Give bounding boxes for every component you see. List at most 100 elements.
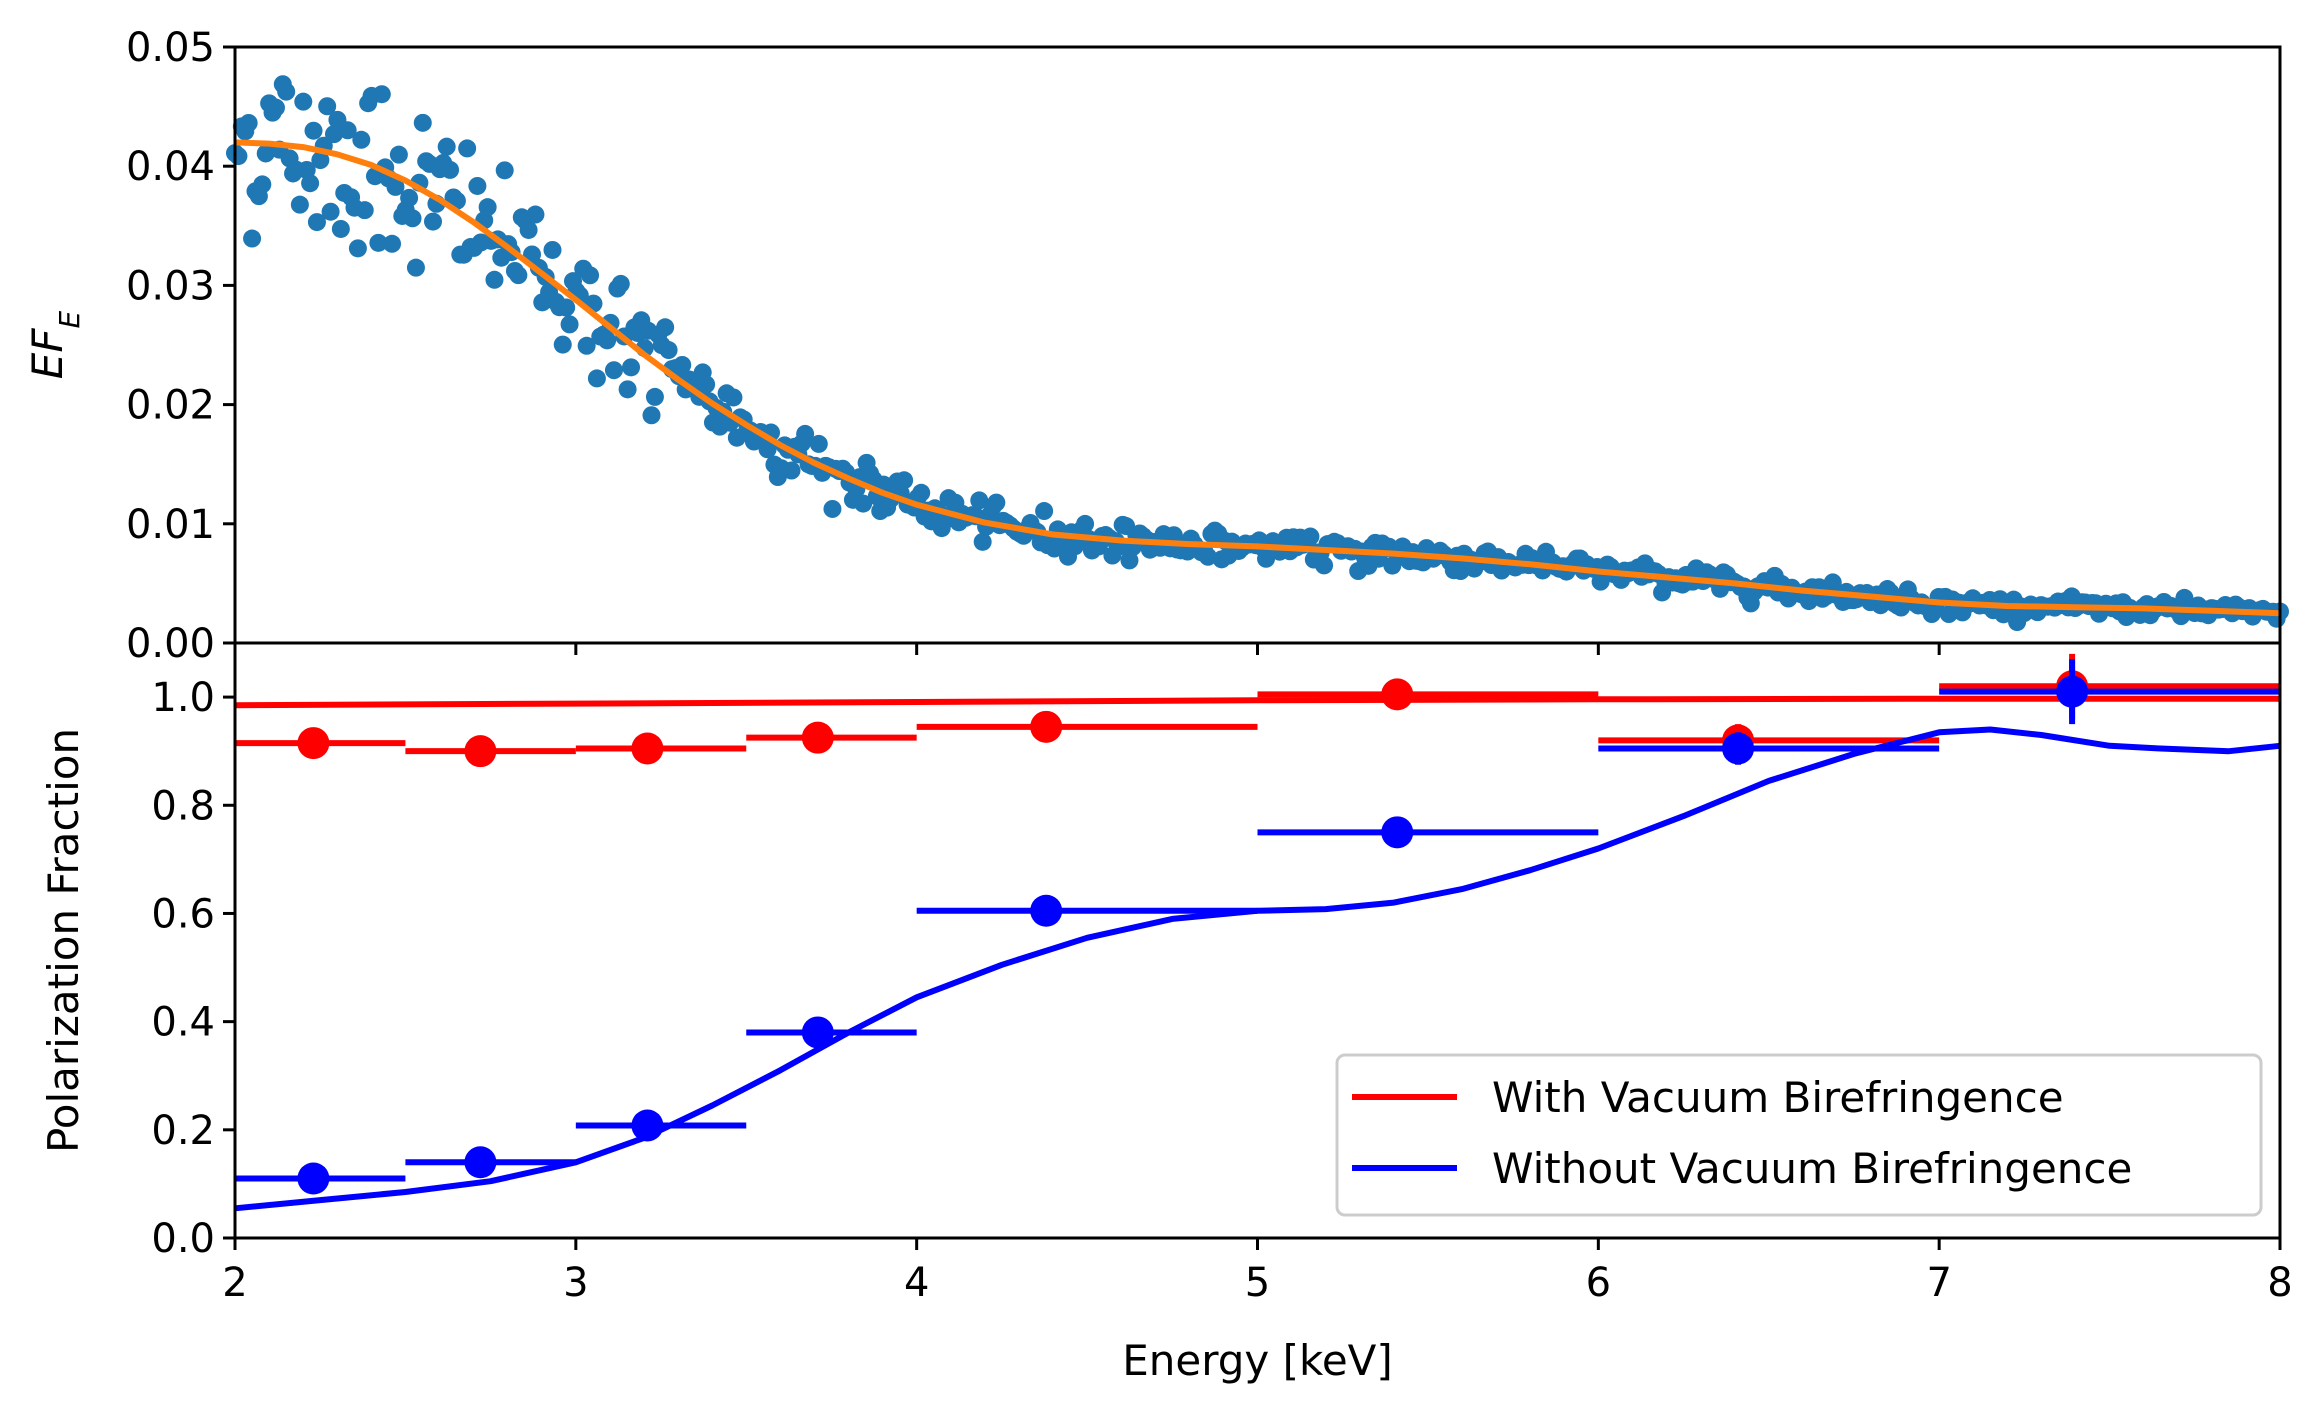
bottom-xtick-label: 2 [222, 1260, 247, 1306]
spectrum-data-point [1301, 527, 1320, 546]
spectrum-data-point [386, 177, 405, 196]
bottom-ytick-label: 0.4 [151, 1000, 215, 1046]
legend-box [1335, 1053, 2263, 1217]
data-point [801, 1016, 834, 1049]
data-point [1030, 710, 1063, 743]
series-with-vacuum-birefringence [234, 653, 2280, 768]
spectrum-data-point [311, 151, 330, 170]
legend-label: Without Vacuum Birefringence [1492, 1144, 2132, 1193]
spectrum-data-point [338, 121, 357, 140]
top-y-axis-label-main: EF [23, 328, 72, 380]
bottom-ytick-label: 0.8 [151, 783, 215, 829]
bottom-y-axis-label: Polarization Fraction [39, 728, 88, 1153]
spectrum-data-point [437, 137, 456, 156]
bottom-xtick-label: 4 [904, 1260, 929, 1306]
bottom-xtick-label: 6 [1586, 1260, 1611, 1306]
spectrum-data-point [318, 97, 337, 116]
spectrum-data-point [495, 161, 514, 180]
spectrum-data-point [355, 201, 374, 220]
spectrum-data-point [618, 380, 637, 399]
x-axis-label: Energy [keV] [1122, 1336, 1393, 1385]
spectrum-data-point [509, 266, 528, 285]
spectrum-data-point [987, 493, 1006, 512]
data-point [631, 1109, 664, 1142]
legend-label: With Vacuum Birefringence [1492, 1073, 2064, 1122]
spectrum-data-point [823, 499, 842, 518]
spectrum-data-point [372, 85, 391, 104]
spectrum-data-point [369, 233, 388, 252]
top-ytick-label: 0.01 [126, 502, 215, 548]
spectrum-data-point [325, 125, 344, 144]
data-point [1381, 816, 1414, 849]
spectrum-data-point [458, 139, 477, 158]
spectrum-data-point [656, 318, 675, 337]
series-without-vacuum-birefringence [234, 659, 2281, 1212]
spectrum-data-point [557, 298, 576, 317]
data-point [1722, 732, 1755, 765]
spectrum-data-point [1164, 526, 1183, 545]
spectrum-data-point [441, 160, 460, 179]
spectrum-data-point [1076, 514, 1095, 533]
spectrum-data-point [229, 147, 248, 166]
spectrum-data-point [577, 336, 596, 355]
spectrum-data-point [604, 361, 623, 380]
spectrum-data-point [587, 369, 606, 388]
top-y-axis-label: EFE [23, 311, 86, 380]
data-point [297, 1162, 330, 1195]
spectrum-data-point [912, 483, 931, 502]
bottom-xtick-label: 8 [2267, 1260, 2292, 1306]
spectrum-data-point [673, 355, 692, 374]
top-panel-spectrum: 0.00 0.01 0.02 0.03 0.04 0.05 EFE [23, 25, 2289, 667]
spectrum-data-point [403, 209, 422, 228]
top-ytick-label: 0.05 [126, 25, 215, 71]
spectrum-data-point [758, 440, 777, 459]
spectrum-data-point [294, 92, 313, 111]
bottom-panel-polarization: 0.0 0.2 0.4 0.6 0.8 1.0 2 3 4 5 6 7 8 Energy [keV] Pol… [39, 641, 2293, 1385]
spectrum-data-point [253, 175, 272, 194]
data-point [464, 735, 497, 768]
spectrum-model-line [234, 139, 2281, 617]
data-point [464, 1146, 497, 1179]
spectrum-data-point [468, 176, 487, 195]
bottom-xtick-label: 7 [1926, 1260, 1951, 1306]
bottom-ytick-label: 0.6 [151, 891, 215, 937]
spectrum-data-point [406, 258, 425, 277]
spectrum-data-point [424, 212, 443, 231]
spectrum-data-point [277, 82, 296, 101]
spectrum-data-point [895, 471, 914, 490]
spectrum-data-point [413, 113, 432, 132]
legend: With Vacuum Birefringence Without Vacuum … [1335, 1053, 2263, 1217]
spectrum-data-point [256, 144, 275, 163]
top-ytick-label: 0.00 [126, 621, 215, 667]
spectrum-data-point [560, 315, 579, 334]
top-ytick-label: 0.02 [126, 383, 215, 429]
data-point [631, 732, 664, 765]
spectrum-data-point [642, 406, 661, 425]
spectrum-data-point [543, 240, 562, 259]
spectrum-data-point [809, 434, 828, 453]
bottom-xtick-label: 3 [563, 1260, 588, 1306]
spectrum-data-point [973, 532, 992, 551]
spectrum-data-point [239, 113, 258, 132]
spectrum-data-point [1120, 551, 1139, 570]
spectrum-data-point [854, 494, 873, 513]
bottom-ytick-label: 1.0 [151, 675, 215, 721]
bottom-ytick-label: 0.0 [151, 1216, 215, 1262]
model-line [234, 695, 2280, 709]
spectrum-data-point [697, 375, 716, 394]
spectrum-data-point [645, 387, 664, 406]
spectrum-data-point [321, 202, 340, 221]
spectrum-data-point [400, 188, 419, 207]
spectrum-data-point [526, 205, 545, 224]
bottom-ytick-label: 0.2 [151, 1108, 215, 1154]
spectrum-data-point [611, 274, 630, 293]
spectrum-data-point [519, 220, 538, 239]
spectrum-data-point [383, 234, 402, 253]
spectrum-data-point [782, 461, 801, 480]
spectrum-data-point [553, 335, 572, 354]
spectrum-data-point [659, 341, 678, 360]
spectrum-data-point [796, 424, 815, 443]
spectrum-data-point [1198, 547, 1217, 566]
spectrum-data-point [581, 266, 600, 285]
spectrum-data-point [348, 239, 367, 258]
